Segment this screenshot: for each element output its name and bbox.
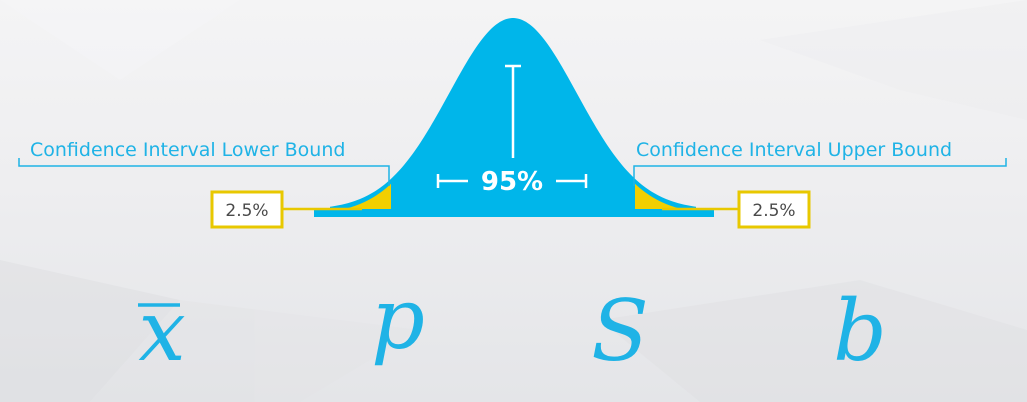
- symbol-x-bar: x: [138, 282, 185, 380]
- lower-tail-percent: 2.5%: [225, 201, 268, 221]
- lower-tail-box: [210, 190, 284, 229]
- symbol-p: p: [371, 270, 425, 368]
- lower-bound-callout: Confidence Interval Lower Bound 2.5%: [18, 139, 390, 229]
- upper-bound-callout: Confidence Interval Upper Bound 2.5%: [633, 139, 1007, 229]
- lower-bound-bracket: [18, 158, 390, 186]
- upper-bound-label: Confidence Interval Upper Bound: [636, 139, 952, 161]
- lower-tail-area: [345, 183, 391, 209]
- statistic-symbols: x p S b: [138, 270, 887, 380]
- symbol-b: b: [833, 282, 887, 380]
- lower-bound-label: Confidence Interval Lower Bound: [30, 139, 345, 161]
- baseline: [314, 209, 714, 217]
- symbol-s: S: [591, 282, 649, 380]
- upper-tail-area: [635, 183, 681, 209]
- upper-bound-bracket: [633, 158, 1007, 186]
- center-percent-label: 95%: [481, 167, 543, 197]
- upper-tail-box: [737, 190, 811, 229]
- center-annotation: 95%: [436, 64, 588, 197]
- upper-tail-percent: 2.5%: [752, 201, 795, 221]
